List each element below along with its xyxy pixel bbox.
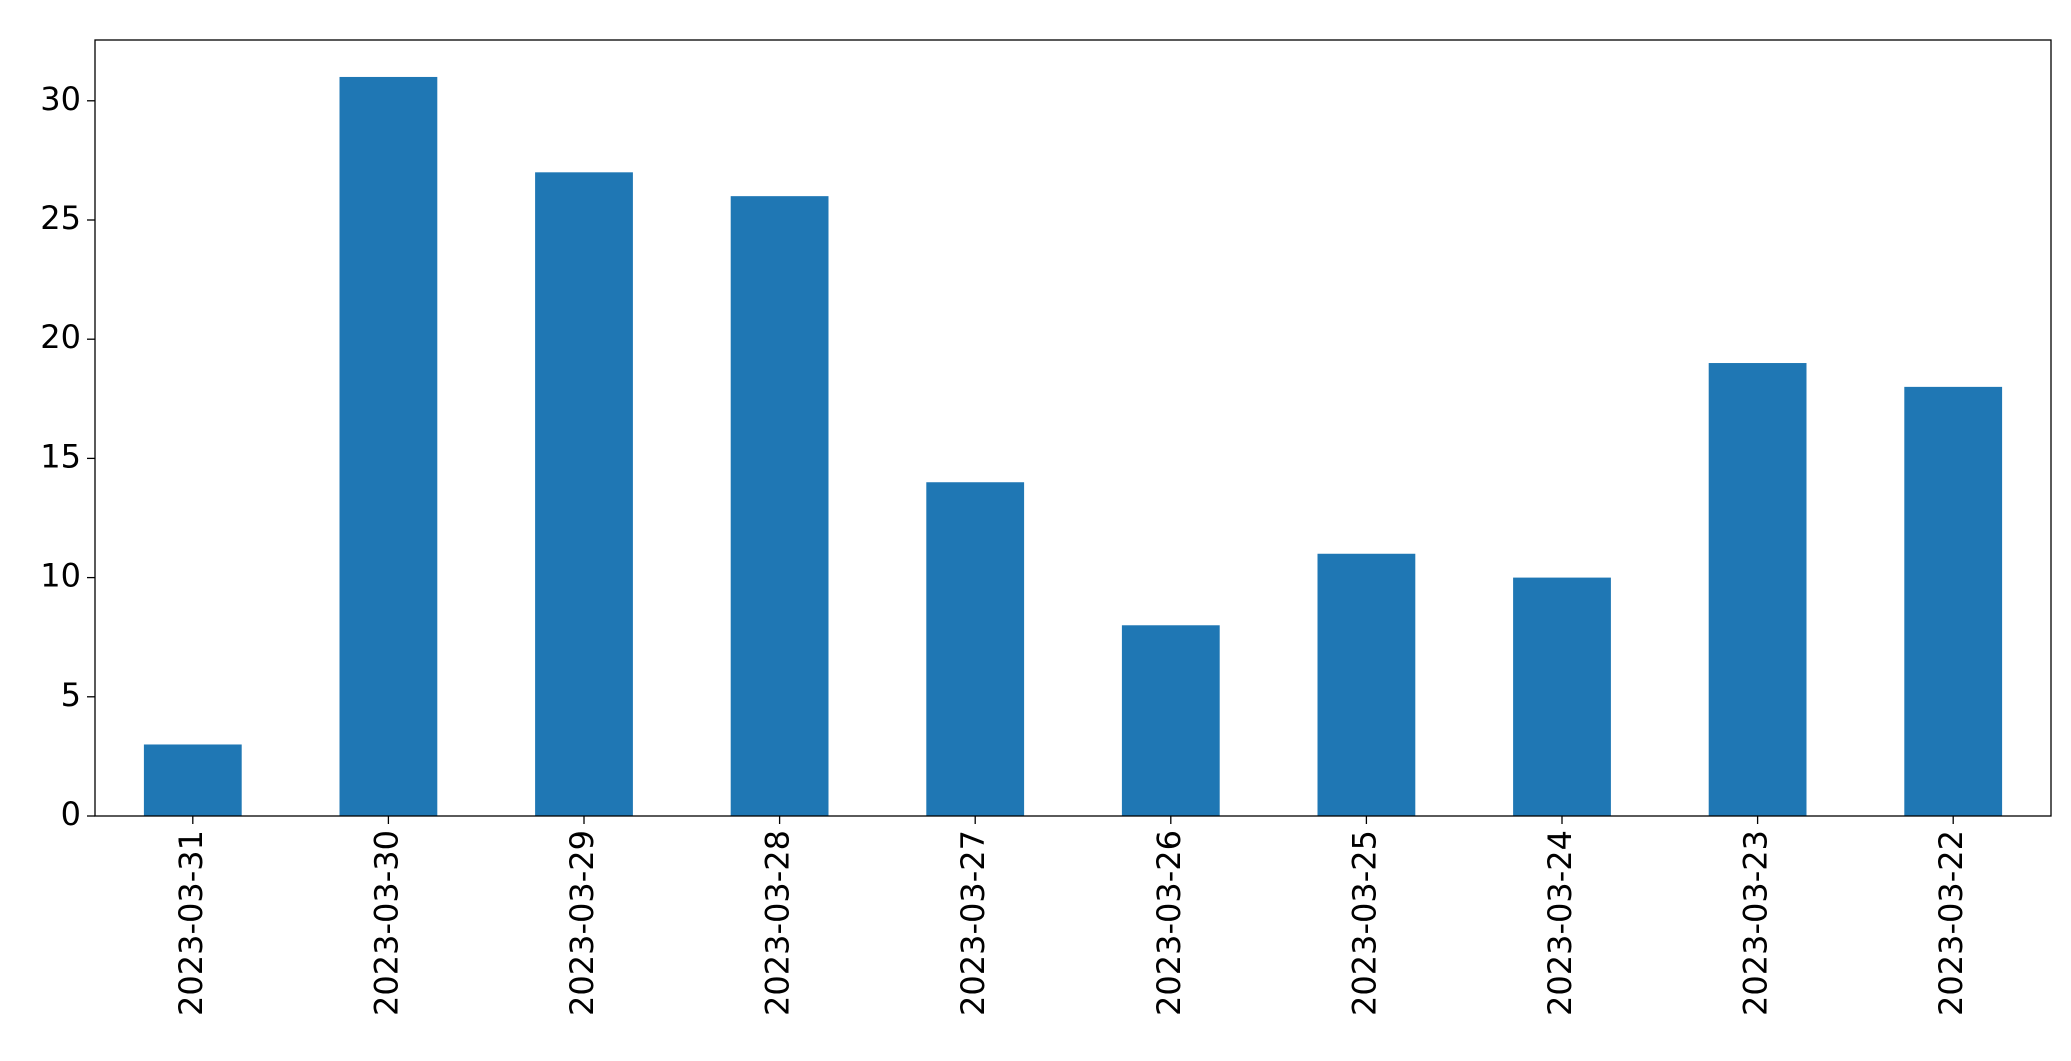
x-tick-label: 2023-03-28 (759, 830, 797, 1016)
y-tick-label: 5 (61, 676, 81, 714)
y-tick-label: 25 (40, 199, 81, 237)
bar (143, 744, 242, 816)
bar (926, 482, 1025, 816)
x-tick-label: 2023-03-22 (1932, 830, 1970, 1016)
y-tick-label: 20 (40, 318, 81, 356)
y-tick-label: 10 (40, 557, 81, 595)
x-tick-label: 2023-03-30 (367, 830, 405, 1016)
bar (730, 196, 829, 816)
bar (1904, 386, 2003, 816)
x-tick-label: 2023-03-26 (1150, 830, 1188, 1016)
x-tick-label: 2023-03-27 (954, 830, 992, 1016)
bar (1708, 363, 1807, 816)
y-tick-label: 15 (40, 437, 81, 475)
x-tick-label: 2023-03-25 (1345, 830, 1383, 1016)
x-tick-label: 2023-03-31 (172, 830, 210, 1016)
bar (535, 172, 633, 817)
x-tick-label: 2023-03-24 (1541, 830, 1579, 1016)
plot-frame (94, 39, 2052, 817)
x-tick-label: 2023-03-29 (563, 830, 601, 1016)
bar (1513, 577, 1611, 816)
y-tick-label: 0 (61, 795, 81, 833)
x-tick-label: 2023-03-23 (1737, 830, 1775, 1016)
bar (1317, 553, 1416, 816)
y-tick-label: 30 (40, 80, 81, 118)
bar (1121, 625, 1220, 816)
bar (339, 76, 438, 816)
